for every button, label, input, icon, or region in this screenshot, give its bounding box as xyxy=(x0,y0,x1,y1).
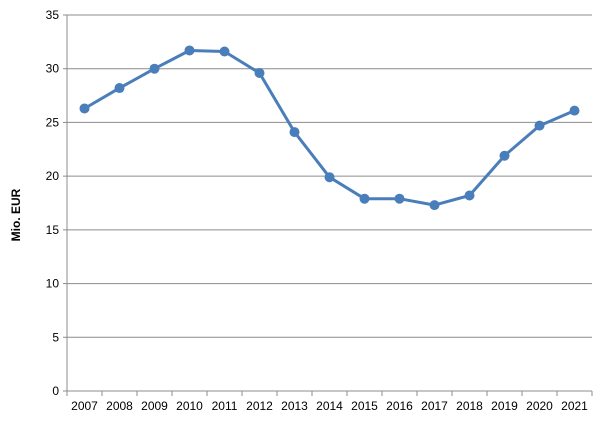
data-point xyxy=(534,120,545,131)
data-point xyxy=(394,193,405,204)
y-tick-labels: 0 5 10 15 20 25 30 35 xyxy=(46,8,60,398)
data-point xyxy=(184,45,195,56)
x-tick-label: 2010 xyxy=(176,399,203,413)
x-tick-label: 2019 xyxy=(491,399,518,413)
x-tick-label: 2014 xyxy=(316,399,343,413)
y-axis-title: Mio. EUR xyxy=(9,188,23,241)
data-point xyxy=(359,193,370,204)
series-group xyxy=(79,45,580,211)
y-tick-label: 0 xyxy=(52,384,59,398)
y-tick-label: 10 xyxy=(46,277,60,291)
x-tick-label: 2016 xyxy=(386,399,413,413)
x-tick-label: 2017 xyxy=(421,399,448,413)
data-point xyxy=(569,105,580,116)
x-tick-label: 2012 xyxy=(246,399,273,413)
data-point xyxy=(79,103,90,114)
data-point xyxy=(114,83,125,94)
data-point xyxy=(254,68,265,79)
data-point xyxy=(499,150,510,161)
x-tick-labels: 2007 2008 2009 2010 2011 2012 2013 2014 2015 2016… xyxy=(71,399,588,413)
y-tick-label: 30 xyxy=(46,62,60,76)
x-tick-label: 2020 xyxy=(526,399,553,413)
x-tick-label: 2011 xyxy=(212,399,238,413)
axes xyxy=(63,14,593,396)
x-tick-label: 2015 xyxy=(351,399,378,413)
y-tick-label: 5 xyxy=(52,330,59,344)
data-point xyxy=(219,46,230,57)
x-tick-label: 2009 xyxy=(141,399,168,413)
y-tick-label: 25 xyxy=(46,115,60,129)
data-point xyxy=(429,200,440,211)
y-tick-label: 35 xyxy=(46,8,60,22)
data-point xyxy=(289,127,300,138)
y-tick-label: 15 xyxy=(46,223,60,237)
data-point xyxy=(324,172,335,183)
x-tick-label: 2013 xyxy=(281,399,308,413)
x-tick-label: 2007 xyxy=(71,399,98,413)
y-tick-label: 20 xyxy=(46,169,60,183)
data-point xyxy=(149,63,160,74)
x-tick-label: 2021 xyxy=(561,399,588,413)
x-tick-label: 2008 xyxy=(106,399,133,413)
data-point xyxy=(464,190,475,201)
x-tick-label: 2018 xyxy=(456,399,483,413)
